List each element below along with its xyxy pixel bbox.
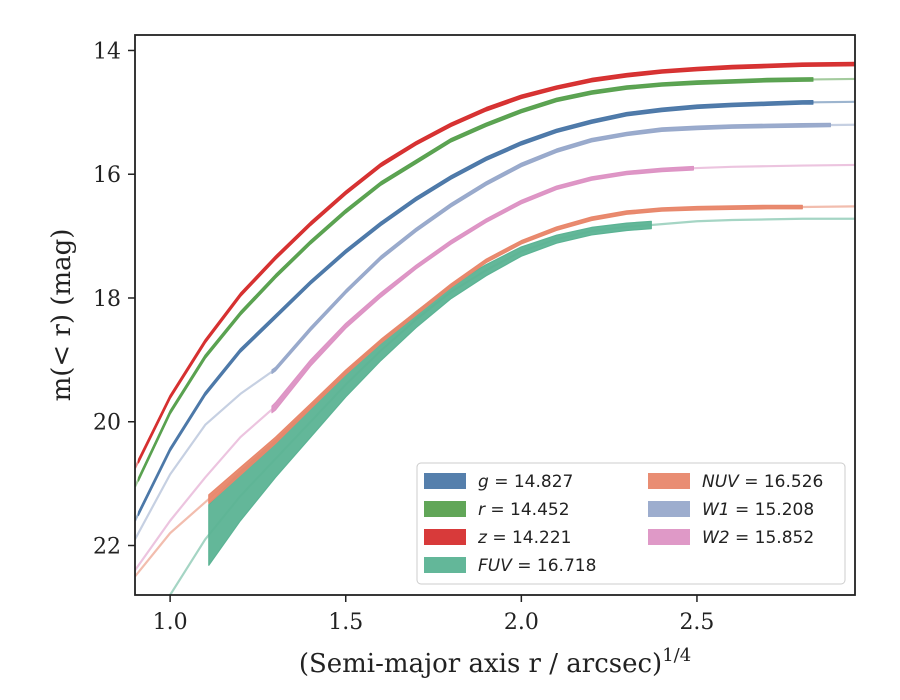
series-w2 <box>135 163 855 571</box>
legend-label-w1: W1 = 15.208 <box>702 500 814 520</box>
y-tick-label: 22 <box>93 534 121 559</box>
plot-frame <box>134 34 856 596</box>
legend-label-g: g = 14.827 <box>478 472 573 492</box>
legend-label-w2: W2 = 15.852 <box>702 528 814 548</box>
ticks-layer: 1.0 1.5 2.0 2.5 14 16 18 20 22 <box>93 39 714 635</box>
legend-swatch-z <box>424 529 466 545</box>
legend-swatch-r <box>424 501 466 517</box>
y-tick-label: 14 <box>93 39 121 64</box>
legend-swatch-w1 <box>648 501 690 517</box>
legend-swatch-fuv <box>424 557 466 573</box>
x-axis-label-exponent: 1/4 <box>662 645 691 666</box>
legend-label-r: r = 14.452 <box>478 500 570 520</box>
series-w1 <box>135 122 855 540</box>
legend: g = 14.827 r = 14.452 z = 14.221 FUV = 16.7… <box>416 462 846 585</box>
y-axis-label: m(< r) (mag) <box>47 229 77 402</box>
series-nuv <box>135 204 855 578</box>
series-w2-band <box>271 165 695 414</box>
y-tick-label: 18 <box>93 287 121 312</box>
series-r <box>135 77 855 488</box>
series-r-band <box>137 77 814 482</box>
legend-swatch-w2 <box>648 529 690 545</box>
series-g-band <box>137 99 814 517</box>
legend-label-fuv: FUV = 16.718 <box>478 556 596 576</box>
x-axis-label: (Semi-major axis r / arcsec)1/4 <box>299 645 691 679</box>
series-z <box>135 61 855 469</box>
series-nuv-band <box>208 204 803 504</box>
legend-label-z: z = 14.221 <box>477 528 571 548</box>
y-tick-label: 16 <box>93 163 121 188</box>
legend-frame <box>416 462 846 585</box>
series-z-band <box>137 61 855 464</box>
x-tick-label: 2.5 <box>679 610 714 635</box>
legend-swatch-nuv <box>648 473 690 489</box>
series-layer <box>135 61 855 595</box>
x-axis-label-text: (Semi-major axis r / arcsec) <box>299 649 662 679</box>
x-tick-label: 1.0 <box>153 610 188 635</box>
series-g <box>135 99 855 522</box>
legend-swatch-g <box>424 473 466 489</box>
x-tick-label: 1.5 <box>328 610 363 635</box>
x-tick-label: 2.0 <box>504 610 539 635</box>
y-tick-label: 20 <box>93 411 121 436</box>
series-w1-band <box>271 122 832 374</box>
legend-label-nuv: NUV = 16.526 <box>702 472 823 492</box>
